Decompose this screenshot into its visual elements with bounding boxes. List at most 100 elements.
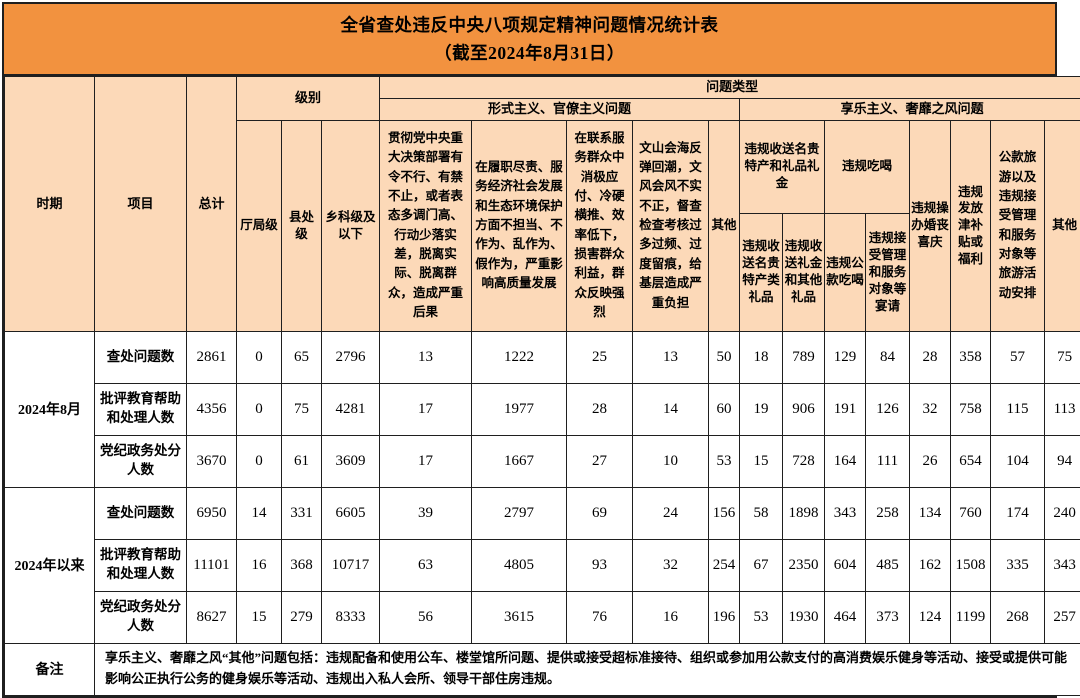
col-group-problem-type: 问题类型 — [380, 76, 1080, 98]
data-cell: 268 — [991, 591, 1045, 643]
data-cell: 164 — [825, 435, 866, 487]
data-cell: 604 — [825, 539, 866, 591]
data-cell: 75 — [282, 383, 322, 435]
col-group-level: 级别 — [237, 76, 380, 120]
data-cell: 24 — [633, 487, 709, 539]
data-cell: 65 — [282, 331, 322, 383]
col-header-total: 总计 — [187, 76, 237, 331]
col-group-formalism: 形式主义、官僚主义问题 — [380, 98, 740, 120]
col-group-dining: 违规吃喝 — [825, 120, 910, 213]
title-line-1: 全省查处违反中央八项规定精神问题情况统计表 — [4, 11, 1055, 39]
data-cell: 654 — [951, 435, 991, 487]
data-cell: 174 — [991, 487, 1045, 539]
data-cell: 331 — [282, 487, 322, 539]
item-label-cell: 党纪政务处分人数 — [95, 435, 187, 487]
data-cell: 69 — [567, 487, 633, 539]
col-header-public-funded-travel: 公款旅游以及违规接受管理和服务对象等旅游活动安排 — [991, 120, 1045, 331]
data-cell: 76 — [567, 591, 633, 643]
data-cell: 4805 — [472, 539, 567, 591]
data-cell: 14 — [633, 383, 709, 435]
col-header-gifts-specialty: 违规收送名贵特产类礼品 — [740, 213, 783, 331]
item-label-cell: 党纪政务处分人数 — [95, 591, 187, 643]
data-cell: 15 — [740, 435, 783, 487]
data-cell: 368 — [282, 539, 322, 591]
col-header-dining-banquets: 违规接受管理和服务对象等宴请 — [866, 213, 910, 331]
data-cell: 485 — [866, 539, 910, 591]
data-cell: 56 — [380, 591, 472, 643]
data-cell: 19 — [740, 383, 783, 435]
col-group-hedonism: 享乐主义、奢靡之风问题 — [740, 98, 1080, 120]
data-cell: 1898 — [783, 487, 825, 539]
data-cell: 84 — [866, 331, 910, 383]
data-cell: 27 — [567, 435, 633, 487]
data-cell: 124 — [910, 591, 951, 643]
col-header-level-township: 乡科级及以下 — [322, 120, 380, 331]
data-cell: 2861 — [187, 331, 237, 383]
data-cell: 254 — [709, 539, 740, 591]
data-cell: 14 — [237, 487, 282, 539]
remarks-text: 享乐主义、奢靡之风“其他”问题包括：违规配备和使用公车、楼堂馆所问题、提供或接受… — [95, 643, 1080, 695]
period-cell: 2024年8月 — [5, 331, 95, 487]
data-cell: 8333 — [322, 591, 380, 643]
data-cell: 39 — [380, 487, 472, 539]
data-cell: 0 — [237, 331, 282, 383]
period-cell: 2024年以来 — [5, 487, 95, 643]
item-label-cell: 批评教育帮助和处理人数 — [95, 539, 187, 591]
data-cell: 760 — [951, 487, 991, 539]
data-cell: 1667 — [472, 435, 567, 487]
data-cell: 156 — [709, 487, 740, 539]
data-cell: 4281 — [322, 383, 380, 435]
data-cell: 373 — [866, 591, 910, 643]
col-header-level-bureau: 厅局级 — [237, 120, 282, 331]
data-cell: 11101 — [187, 539, 237, 591]
data-cell: 2350 — [783, 539, 825, 591]
data-cell: 134 — [910, 487, 951, 539]
data-cell: 789 — [783, 331, 825, 383]
data-cell: 26 — [910, 435, 951, 487]
col-header-period: 时期 — [5, 76, 95, 331]
data-cell: 3615 — [472, 591, 567, 643]
data-cell: 28 — [567, 383, 633, 435]
data-cell: 8627 — [187, 591, 237, 643]
data-cell: 279 — [282, 591, 322, 643]
data-cell: 58 — [740, 487, 783, 539]
data-cell: 17 — [380, 383, 472, 435]
data-cell: 162 — [910, 539, 951, 591]
data-cell: 111 — [866, 435, 910, 487]
data-cell: 61 — [282, 435, 322, 487]
col-header-hedonism-other: 其他 — [1045, 120, 1080, 331]
col-header-formalism-2: 在履职尽责、服务经济社会发展和生态环境保护方面不担当、不作为、乱作为、假作为，严… — [472, 120, 567, 331]
data-cell: 196 — [709, 591, 740, 643]
data-cell: 57 — [991, 331, 1045, 383]
data-cell: 6950 — [187, 487, 237, 539]
data-cell: 3670 — [187, 435, 237, 487]
data-cell: 104 — [991, 435, 1045, 487]
col-header-formalism-other: 其他 — [709, 120, 740, 331]
data-cell: 4356 — [187, 383, 237, 435]
data-cell: 115 — [991, 383, 1045, 435]
data-cell: 1977 — [472, 383, 567, 435]
col-header-gifts-cash: 违规收送礼金和其他礼品 — [783, 213, 825, 331]
data-cell: 728 — [783, 435, 825, 487]
data-cell: 258 — [866, 487, 910, 539]
table-title: 全省查处违反中央八项规定精神问题情况统计表 （截至2024年8月31日） — [4, 4, 1055, 76]
data-cell: 358 — [951, 331, 991, 383]
data-cell: 906 — [783, 383, 825, 435]
data-cell: 113 — [1045, 383, 1080, 435]
data-cell: 93 — [567, 539, 633, 591]
data-cell: 6605 — [322, 487, 380, 539]
col-header-level-county: 县处级 — [282, 120, 322, 331]
col-header-weddings-funerals: 违规操办婚丧喜庆 — [910, 120, 951, 331]
remarks-row: 备注 享乐主义、奢靡之风“其他”问题包括：违规配备和使用公车、楼堂馆所问题、提供… — [5, 643, 1080, 695]
data-cell: 1222 — [472, 331, 567, 383]
item-label-cell: 批评教育帮助和处理人数 — [95, 383, 187, 435]
data-cell: 67 — [740, 539, 783, 591]
data-cell: 2797 — [472, 487, 567, 539]
data-cell: 1930 — [783, 591, 825, 643]
data-cell: 17 — [380, 435, 472, 487]
col-header-item: 项目 — [95, 76, 187, 331]
data-cell: 94 — [1045, 435, 1080, 487]
